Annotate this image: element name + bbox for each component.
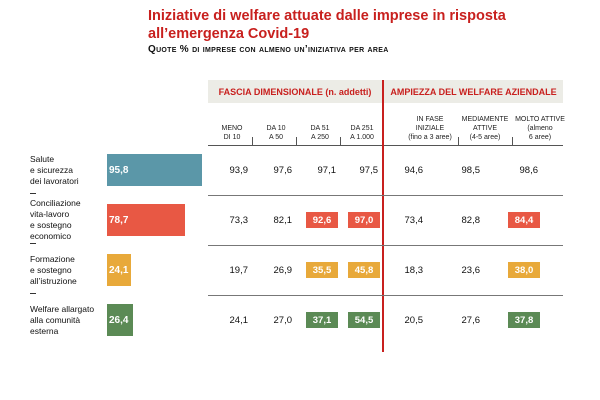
table-value: 97,6 [273, 164, 293, 176]
table-value: 23,6 [461, 264, 481, 276]
group-header-welfare: AMPIEZZA DEL WELFARE AZIENDALE [384, 80, 563, 103]
total-bar: 95,8 [107, 154, 202, 186]
column-divider-tick [458, 137, 459, 145]
highlighted-value: 38,0 [508, 262, 540, 278]
table-value: 97,1 [317, 164, 337, 176]
table-value: 73,3 [229, 214, 249, 226]
chart-title: Iniziative di welfare attuate dalle impr… [148, 8, 506, 42]
column-divider-tick [340, 137, 341, 145]
highlighted-value: 92,6 [306, 212, 338, 228]
table-value: 93,9 [229, 164, 249, 176]
table-value: 82,1 [273, 214, 293, 226]
table-value: 98,5 [461, 164, 481, 176]
column-header-text: MOLTO ATTIVE (almeno 6 aree) [515, 116, 565, 141]
highlighted-value: 37,1 [306, 312, 338, 328]
column-header-text: IN FASE INIZIALE (fino a 3 aree) [408, 116, 452, 141]
table-value: 94,6 [404, 164, 424, 176]
column-header: DA 251 A 1.000 [340, 106, 384, 142]
header-rule [208, 145, 563, 146]
table-value: 18,3 [404, 264, 424, 276]
highlighted-value: 37,8 [508, 312, 540, 328]
table-value: 98,6 [519, 164, 539, 176]
column-header: IN FASE INIZIALE (fino a 3 aree) [402, 106, 458, 142]
column-header: MEDIAMENTE ATTIVE (4-5 aree) [457, 106, 513, 142]
row-label: Formazione e sostegno all’istruzione [30, 253, 77, 286]
row-label: Salute e sicurezza dei lavoratori [30, 153, 79, 186]
total-bar: 24,1 [107, 254, 131, 286]
row-label: Conciliazione vita-lavoro e sostegno econom… [30, 198, 81, 241]
table-value: 27,0 [273, 314, 293, 326]
column-divider-tick [252, 137, 253, 145]
row-label-dash [30, 193, 36, 194]
table-value: 27,6 [461, 314, 481, 326]
highlighted-value: 35,5 [306, 262, 338, 278]
total-bar: 26,4 [107, 304, 134, 336]
highlighted-value: 84,4 [508, 212, 540, 228]
column-divider-tick [296, 137, 297, 145]
group-divider [382, 80, 384, 352]
table-value: 19,7 [229, 264, 249, 276]
column-header: MENO DI 10 [210, 106, 254, 142]
highlighted-value: 54,5 [348, 312, 380, 328]
highlighted-value: 45,8 [348, 262, 380, 278]
total-bar: 78,7 [107, 204, 185, 236]
table-value: 20,5 [404, 314, 424, 326]
column-header-text: DA 10 A 50 [266, 125, 286, 141]
row-label: Welfare allargato alla comunità esterna [30, 303, 95, 336]
row-label-dash [30, 293, 36, 294]
chart-subtitle: Quote % di imprese con almeno un’iniziat… [148, 44, 389, 55]
table-value: 82,8 [461, 214, 481, 226]
column-divider-tick [512, 137, 513, 145]
row-label-dash [30, 243, 36, 244]
row-separator [208, 195, 563, 196]
table-value: 73,4 [404, 214, 424, 226]
column-header-text: DA 51 A 250 [310, 125, 330, 141]
row-separator [208, 295, 563, 296]
row-separator [208, 245, 563, 246]
table-value: 24,1 [229, 314, 249, 326]
column-header-text: MEDIAMENTE ATTIVE (4-5 aree) [461, 116, 509, 141]
column-header-text: MENO DI 10 [221, 125, 243, 141]
column-header: DA 10 A 50 [254, 106, 298, 142]
table-value: 97,5 [359, 164, 379, 176]
highlighted-value: 97,0 [348, 212, 380, 228]
column-header: DA 51 A 250 [298, 106, 342, 142]
column-header: MOLTO ATTIVE (almeno 6 aree) [512, 106, 568, 142]
table-value: 26,9 [273, 264, 293, 276]
group-header-size: FASCIA DIMENSIONALE (n. addetti) [208, 80, 382, 103]
column-header-text: DA 251 A 1.000 [350, 125, 374, 141]
